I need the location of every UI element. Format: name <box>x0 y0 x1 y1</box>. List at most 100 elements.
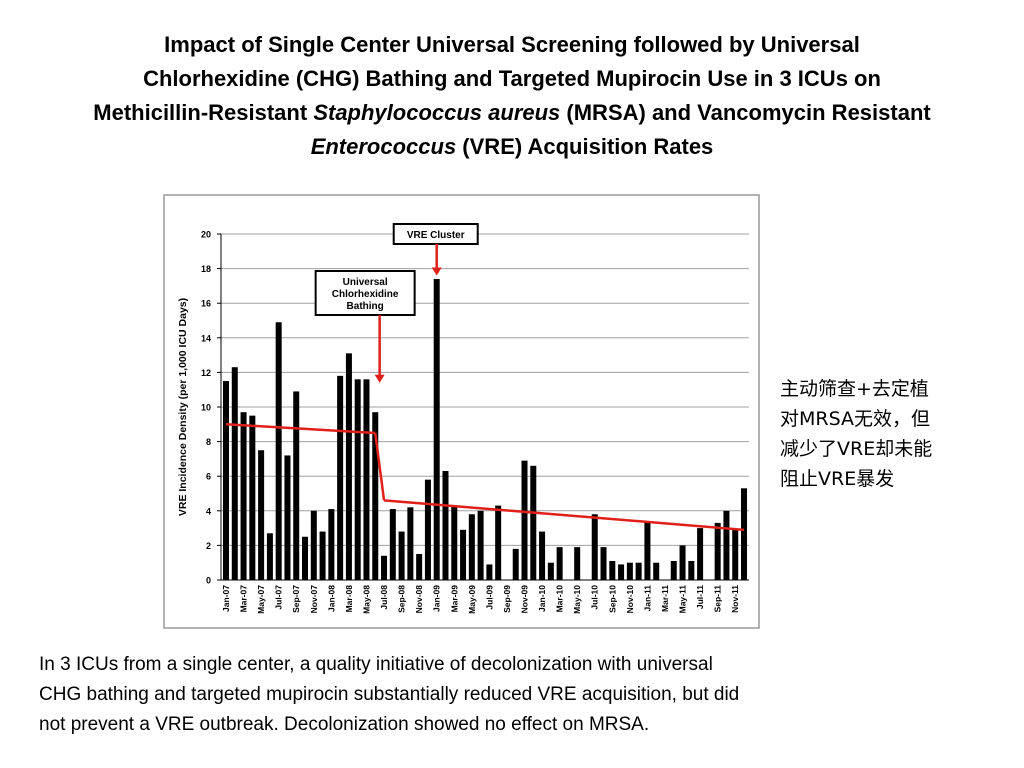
x-tick-label: Jul-10 <box>590 585 600 610</box>
arrow-head <box>374 374 385 383</box>
bar <box>451 505 458 580</box>
bar <box>398 531 405 580</box>
x-tick-label: May-09 <box>467 585 477 614</box>
x-tick-label: Sep-11 <box>713 585 723 613</box>
x-tick-label: Jan-11 <box>642 585 652 612</box>
bar <box>495 505 502 580</box>
x-tick-label: Mar-09 <box>449 585 459 613</box>
x-tick-label: May-10 <box>572 585 582 614</box>
y-axis-label: VRE Incidence Density (per 1,000 ICU Day… <box>177 298 189 516</box>
bar <box>337 375 344 580</box>
caption-line: CHG bathing and targeted mupirocin subst… <box>39 684 740 705</box>
annotation-text: VRE Cluster <box>407 230 465 241</box>
bar <box>231 367 238 580</box>
bar <box>433 278 440 580</box>
note: 主动筛查+去定植 对MRSA无效，但 减少了VRE却未能 阻止VRE暴发 <box>780 374 932 494</box>
bar <box>302 536 309 580</box>
x-tick-label: Jul-08 <box>379 585 389 610</box>
bar <box>547 562 554 580</box>
bar <box>635 562 642 580</box>
bar <box>424 479 431 580</box>
bar <box>319 531 326 580</box>
note-line: 对MRSA无效，但 <box>780 408 931 430</box>
title-text: Methicillin-Resistant <box>93 100 314 125</box>
y-tick-label: 8 <box>206 437 211 447</box>
x-tick-label: May-08 <box>361 585 371 614</box>
note-line: 阻止VRE暴发 <box>780 468 895 490</box>
y-tick-label: 0 <box>206 576 211 586</box>
bar <box>416 554 423 580</box>
caption-line: not prevent a VRE outbreak. Decolonizati… <box>39 714 650 735</box>
bar <box>477 510 484 580</box>
slide-title: Impact of Single Center Universal Screen… <box>0 28 1024 164</box>
bar <box>521 460 528 580</box>
bar <box>258 450 265 580</box>
y-tick-label: 20 <box>201 230 211 240</box>
x-tick-label: Mar-07 <box>239 585 249 613</box>
bar <box>741 488 747 580</box>
x-tick-label: May-07 <box>256 585 266 614</box>
bar <box>591 514 598 580</box>
bar <box>249 415 256 580</box>
annotation-text: Universal <box>343 277 388 288</box>
y-tick-label: 6 <box>206 472 211 482</box>
bar <box>556 547 563 580</box>
annotation-box <box>314 270 416 316</box>
x-tick-label: Sep-09 <box>502 585 512 613</box>
x-tick-label: Sep-07 <box>291 585 301 613</box>
x-tick-label: Mar-11 <box>660 585 670 612</box>
x-tick-label: Jan-07 <box>221 585 231 612</box>
x-tick-label: Jan-10 <box>537 585 547 612</box>
y-tick-label: 4 <box>206 506 211 516</box>
bar <box>389 509 396 580</box>
bar <box>653 562 660 580</box>
x-tick-label: Sep-10 <box>607 585 617 613</box>
bar <box>600 547 607 580</box>
x-tick-label: May-11 <box>678 585 688 614</box>
bar <box>723 510 730 580</box>
title-line: Chlorhexidine (CHG) Bathing and Targeted… <box>0 62 1024 96</box>
bar <box>644 521 651 580</box>
x-tick-label: Sep-08 <box>397 585 407 613</box>
bar <box>626 562 633 580</box>
bar <box>460 529 467 580</box>
bar <box>574 547 581 580</box>
bar <box>670 560 677 580</box>
y-tick-label: 10 <box>201 403 211 413</box>
bar <box>284 455 291 580</box>
bar <box>328 509 335 580</box>
y-tick-label: 12 <box>201 368 211 378</box>
bar <box>688 560 695 580</box>
bar <box>363 379 370 580</box>
y-tick-label: 16 <box>201 299 211 309</box>
title-line: Enterococcus (VRE) Acquisition Rates <box>0 130 1024 164</box>
bar <box>442 471 449 580</box>
bar <box>679 545 686 580</box>
title-text: Staphylococcus aureus <box>313 100 561 125</box>
x-tick-label: Mar-08 <box>344 585 354 613</box>
bar <box>354 379 361 580</box>
annotation-text: Chlorhexidine <box>332 289 399 300</box>
bar <box>293 391 300 580</box>
note-line: 主动筛查+去定植 <box>780 378 929 400</box>
bar <box>266 533 273 580</box>
bar <box>468 514 475 580</box>
y-tick-label: 2 <box>206 541 211 551</box>
trend-connector <box>374 432 386 501</box>
title-line: Methicillin-Resistant Staphylococcus aur… <box>0 96 1024 130</box>
bar <box>530 465 537 580</box>
bar <box>407 507 414 580</box>
annotation-text: Bathing <box>347 301 384 312</box>
title-text: Enterococcus <box>310 134 457 159</box>
title-text: (VRE) Acquisition Rates <box>456 134 714 159</box>
bar <box>697 528 704 580</box>
bar <box>539 531 546 580</box>
bar <box>345 353 352 580</box>
arrow-head <box>431 267 442 276</box>
caption: In 3 ICUs from a single center, a qualit… <box>39 650 739 740</box>
x-tick-label: Nov-11 <box>730 585 740 613</box>
bar <box>618 564 625 580</box>
title-line: Impact of Single Center Universal Screen… <box>0 28 1024 62</box>
x-tick-label: Nov-10 <box>625 585 635 614</box>
